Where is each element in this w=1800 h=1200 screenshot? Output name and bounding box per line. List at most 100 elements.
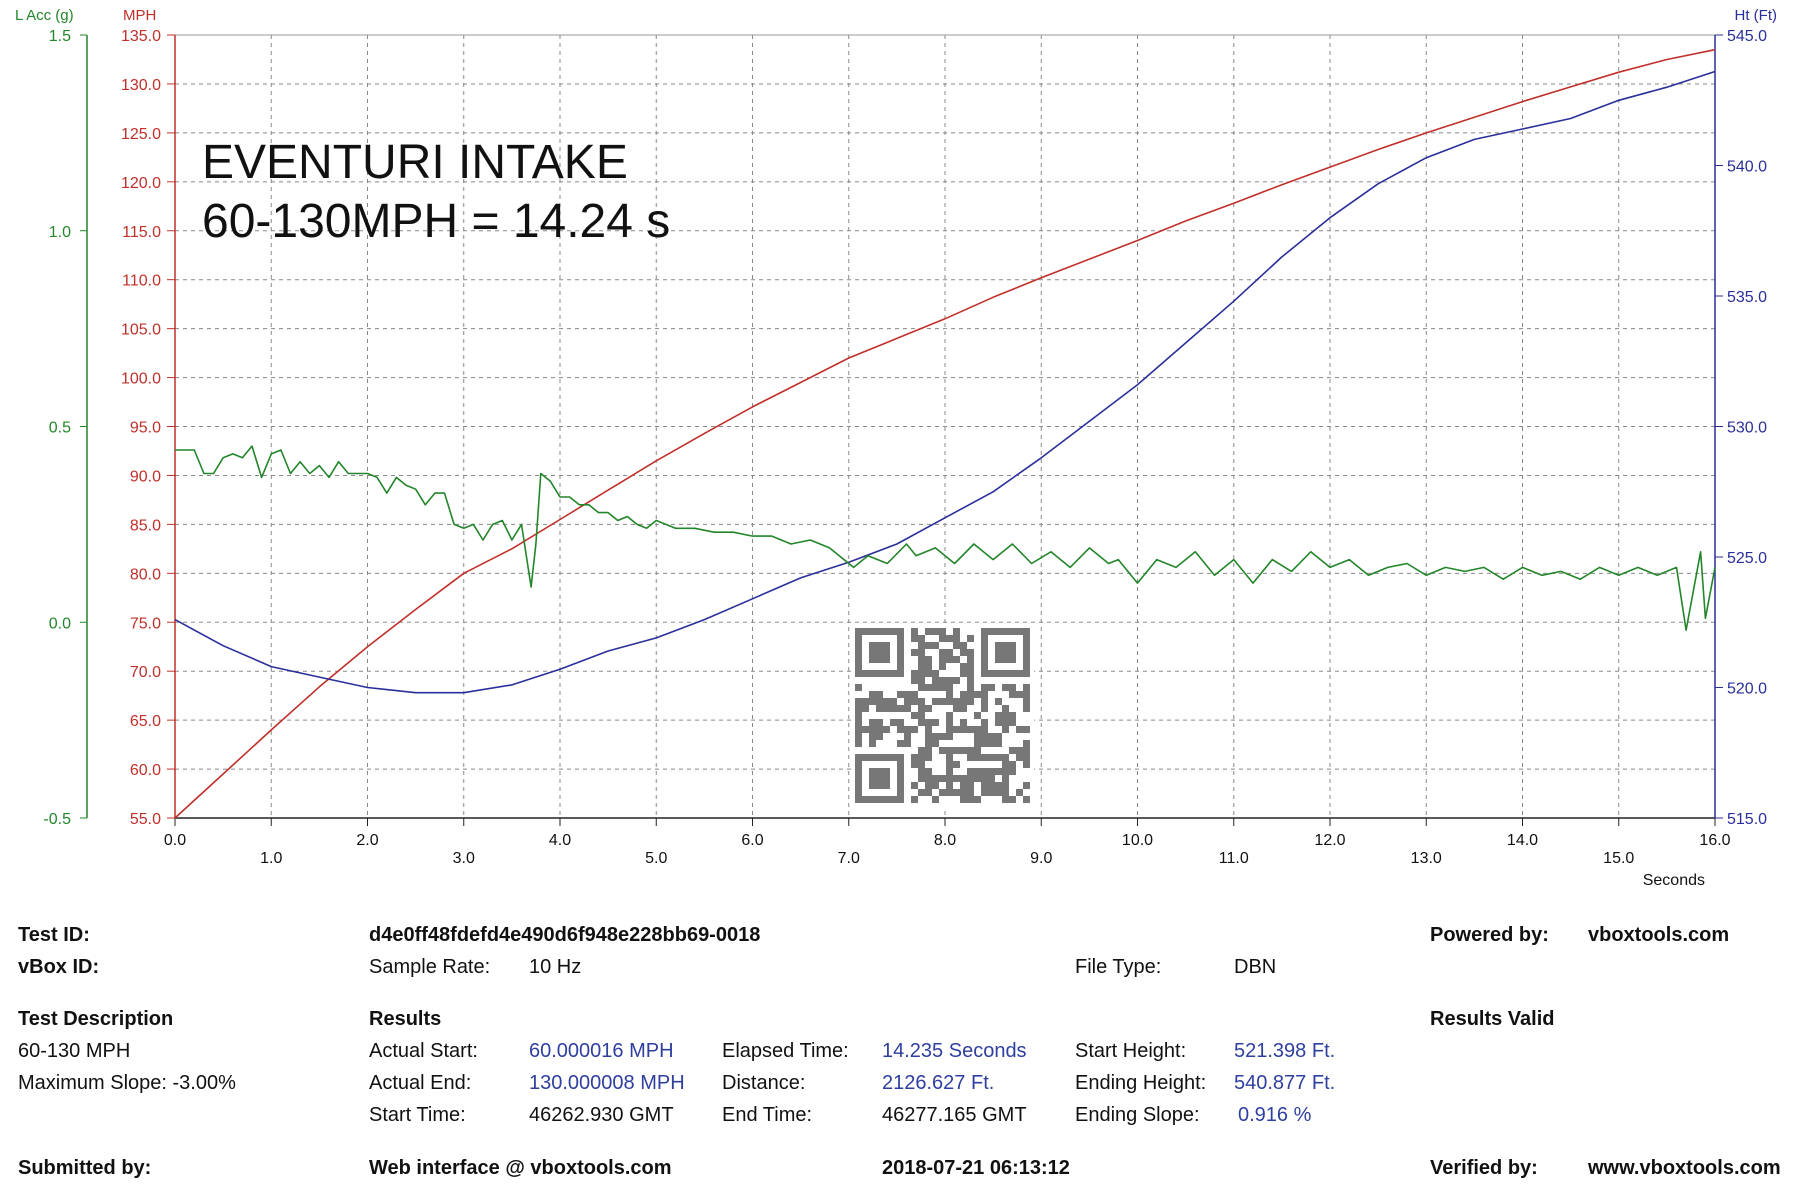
height-tick-label: 520.0	[1727, 681, 1767, 698]
powered-by-value: vboxtools.com	[1588, 924, 1730, 946]
qr-module	[960, 775, 967, 782]
qr-module	[967, 677, 974, 684]
qr-module	[1023, 698, 1030, 705]
overlay-subtitle: 60-130MPH = 14.24 s	[202, 195, 670, 248]
qr-module	[876, 719, 883, 726]
qr-module	[939, 733, 946, 740]
speed-tick-label: 70.0	[130, 664, 161, 681]
qr-module	[967, 684, 974, 691]
height-axis-label: Ht (Ft)	[1735, 7, 1778, 24]
qr-module	[932, 642, 939, 649]
qr-module	[953, 775, 960, 782]
qr-module	[946, 684, 953, 691]
qr-module	[855, 698, 862, 705]
qr-finder-core	[995, 642, 1016, 663]
actual-end-value: 130.000008 MPH	[529, 1072, 685, 1094]
qr-module	[1016, 691, 1023, 698]
speed-tick-label: 105.0	[121, 322, 161, 339]
qr-module	[1002, 768, 1009, 775]
accel-tick-label: -0.5	[43, 811, 71, 828]
qr-module	[1009, 691, 1016, 698]
axes: 0.0 1.0 2.0 3.0 4.0 5.0 6.0 7.0 8.0 9.0 10.0 11.0 12…	[15, 7, 1777, 889]
qr-module	[1009, 712, 1016, 719]
height-series-line	[174, 70, 1716, 694]
x-tick-label: 16.0	[1699, 832, 1730, 849]
speed-tick-label: 135.0	[121, 28, 161, 45]
qr-module	[862, 726, 869, 733]
height-tick-label: 525.0	[1727, 550, 1767, 567]
qr-module	[946, 733, 953, 740]
qr-module	[932, 628, 939, 635]
qr-module	[946, 649, 953, 656]
qr-module	[932, 782, 939, 789]
qr-module	[932, 677, 939, 684]
qr-module	[1023, 684, 1030, 691]
qr-module	[918, 656, 925, 663]
speed-tick-label: 100.0	[121, 371, 161, 388]
qr-module	[890, 698, 897, 705]
speed-tick-label: 110.0	[122, 273, 161, 290]
qr-module	[967, 691, 974, 698]
qr-module	[918, 754, 925, 761]
qr-module	[960, 726, 967, 733]
qr-module	[911, 698, 918, 705]
qr-module	[925, 628, 932, 635]
qr-module	[911, 677, 918, 684]
chart: 0.0 1.0 2.0 3.0 4.0 5.0 6.0 7.0 8.0 9.0 10.0 11.0 12…	[15, 7, 1777, 889]
qr-module	[953, 642, 960, 649]
qr-module	[981, 733, 988, 740]
qr-module	[890, 705, 897, 712]
qr-module	[897, 726, 904, 733]
qr-module	[1023, 705, 1030, 712]
qr-module	[974, 740, 981, 747]
qr-module	[967, 768, 974, 775]
start-height-label: Start Height:	[1075, 1040, 1187, 1062]
accel-tick-label: 0.5	[49, 420, 71, 437]
qr-module	[932, 698, 939, 705]
qr-module	[953, 698, 960, 705]
qr-module	[897, 719, 904, 726]
qr-module	[967, 670, 974, 677]
qr-module	[946, 677, 953, 684]
distance-value: 2126.627 Ft.	[882, 1072, 995, 1094]
qr-module	[995, 740, 1002, 747]
verified-by-label: Verified by:	[1430, 1157, 1538, 1179]
qr-module	[946, 726, 953, 733]
verified-by-value: www.vboxtools.com	[1588, 1157, 1781, 1179]
elapsed-time-label: Elapsed Time:	[722, 1040, 849, 1062]
qr-module	[932, 796, 939, 803]
series-layer	[174, 48, 1716, 819]
qr-finder-core	[869, 768, 890, 789]
qr-module	[1009, 684, 1016, 691]
qr-module	[876, 705, 883, 712]
description-line1: 60-130 MPH	[18, 1040, 131, 1062]
qr-module	[960, 719, 967, 726]
speed-tick-label: 60.0	[130, 762, 161, 779]
x-tick-label: 6.0	[741, 832, 763, 849]
qr-module	[967, 789, 974, 796]
qr-module	[869, 698, 876, 705]
qr-module	[967, 726, 974, 733]
qr-module	[876, 691, 883, 698]
qr-module	[953, 677, 960, 684]
qr-module	[932, 740, 939, 747]
qr-module	[1002, 712, 1009, 719]
qr-module	[974, 754, 981, 761]
qr-module	[925, 775, 932, 782]
qr-module	[953, 635, 960, 642]
qr-module	[876, 726, 883, 733]
qr-module	[946, 691, 953, 698]
end-time-value: 46277.165 GMT	[882, 1104, 1027, 1126]
x-tick-label: 1.0	[260, 850, 282, 867]
qr-module	[932, 733, 939, 740]
qr-module	[918, 670, 925, 677]
distance-label: Distance:	[722, 1072, 806, 1094]
qr-module	[967, 649, 974, 656]
qr-module	[981, 705, 988, 712]
qr-module	[925, 768, 932, 775]
qr-module	[960, 796, 967, 803]
qr-module	[953, 726, 960, 733]
qr-module	[1023, 747, 1030, 754]
qr-module	[1009, 768, 1016, 775]
qr-module	[953, 761, 960, 768]
